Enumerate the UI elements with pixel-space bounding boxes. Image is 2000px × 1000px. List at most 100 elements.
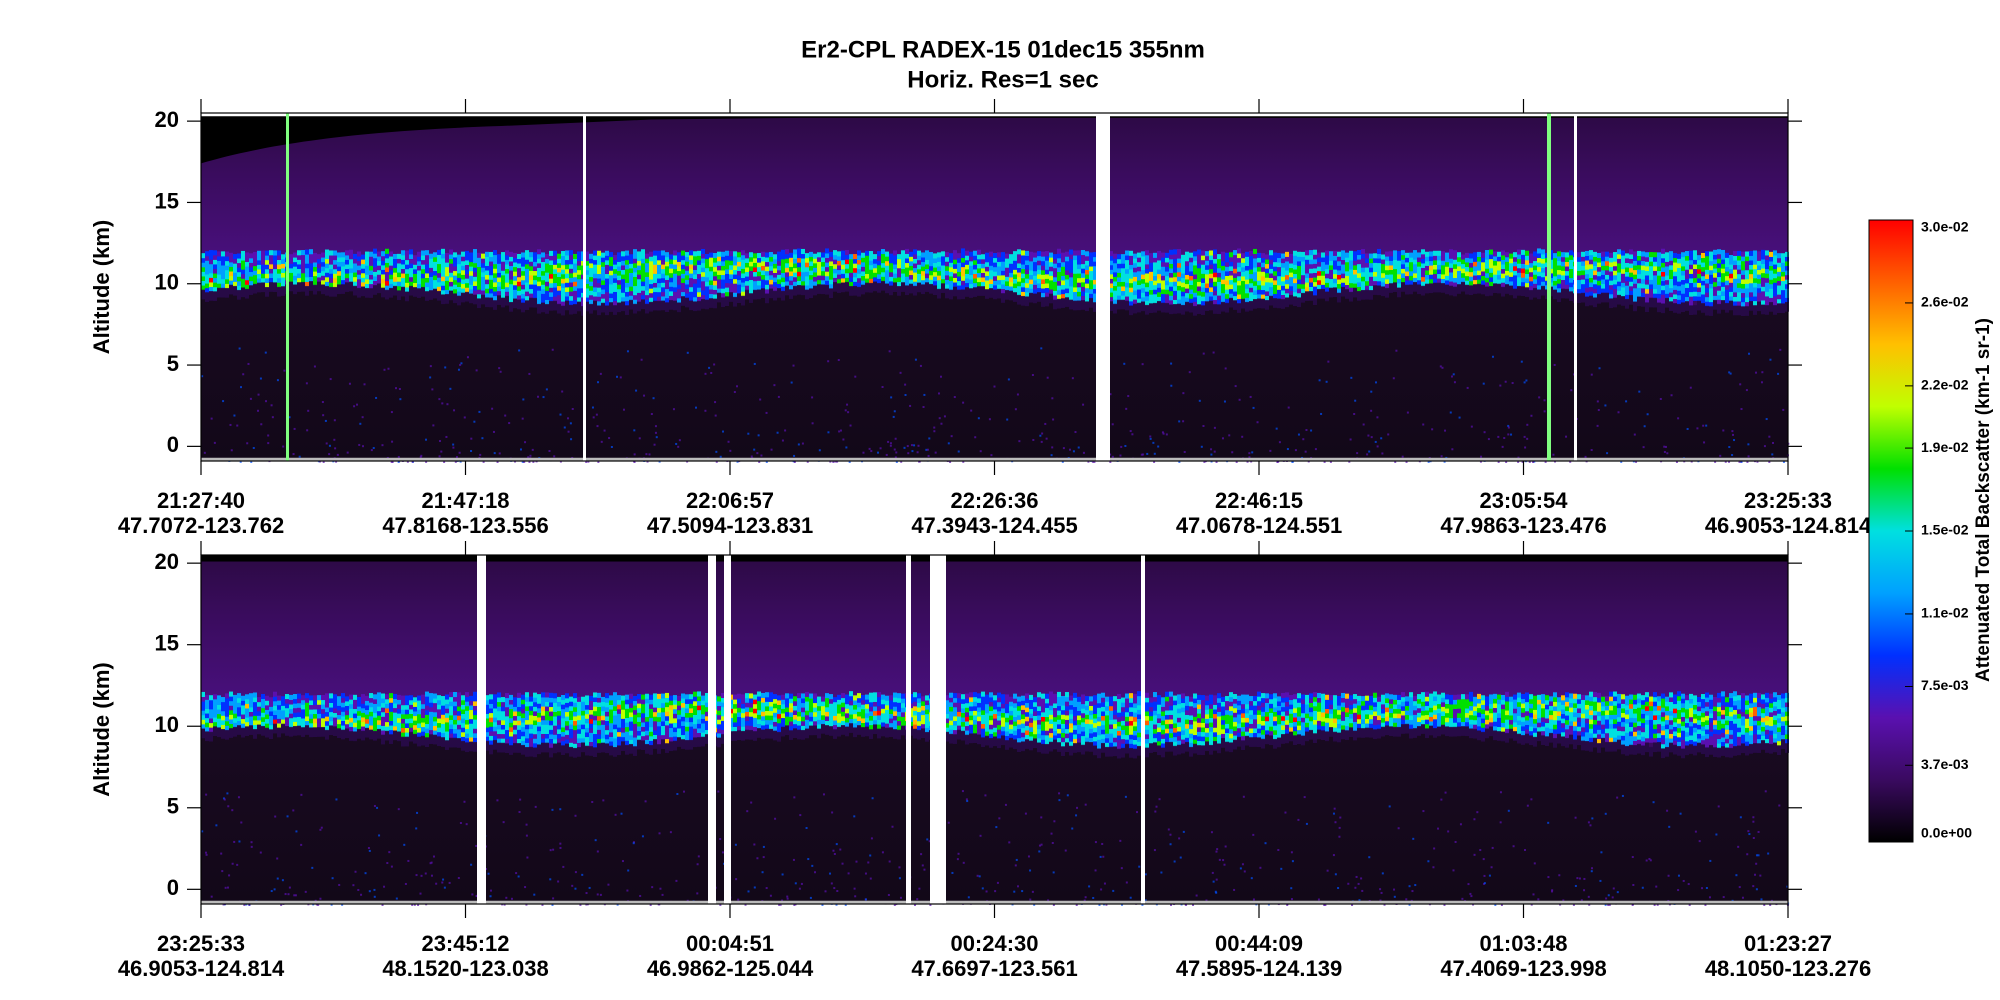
heatmap-cell bbox=[865, 255, 869, 261]
heatmap-cell bbox=[714, 401, 717, 404]
heatmap-cell bbox=[497, 290, 501, 296]
heatmap-cell bbox=[217, 727, 221, 738]
heatmap-cell bbox=[1761, 254, 1765, 260]
heatmap-cell bbox=[1697, 264, 1701, 270]
heatmap-cell bbox=[1361, 253, 1365, 259]
heatmap-cell bbox=[1713, 299, 1717, 310]
heatmap-cell bbox=[569, 259, 573, 265]
heatmap-cell bbox=[565, 250, 569, 256]
heatmap-cell bbox=[649, 274, 653, 280]
heatmap-cell bbox=[593, 250, 597, 256]
heatmap-cell bbox=[865, 259, 869, 265]
heatmap-cell bbox=[1261, 275, 1265, 281]
heatmap-cell bbox=[417, 279, 421, 285]
heatmap-cell bbox=[609, 279, 613, 285]
heatmap-cell bbox=[1441, 251, 1445, 257]
heatmap-cell bbox=[609, 288, 613, 294]
heatmap-cell bbox=[601, 293, 605, 299]
heatmap-cell bbox=[1305, 259, 1309, 265]
heatmap-cell bbox=[1431, 428, 1434, 431]
heatmap-cell bbox=[653, 255, 657, 261]
heatmap-cell bbox=[1557, 269, 1561, 275]
heatmap-cell bbox=[868, 447, 871, 450]
heatmap-cell bbox=[1517, 254, 1521, 260]
heatmap-cell bbox=[1385, 251, 1389, 257]
heatmap-cell bbox=[497, 281, 501, 287]
heatmap-cell bbox=[233, 281, 237, 287]
heatmap-cell bbox=[1221, 251, 1225, 257]
heatmap-cell bbox=[1181, 300, 1185, 306]
heatmap-cell bbox=[969, 256, 973, 262]
heatmap-cell bbox=[1025, 282, 1029, 288]
heatmap-cell bbox=[933, 271, 937, 277]
heatmap-cell bbox=[569, 263, 573, 269]
heatmap-cell bbox=[829, 460, 832, 463]
heatmap-cell bbox=[653, 287, 657, 293]
heatmap-cell bbox=[1629, 276, 1633, 282]
heatmap-cell bbox=[1777, 257, 1781, 263]
heatmap-cell bbox=[1009, 290, 1013, 301]
heatmap-cell bbox=[849, 276, 853, 282]
heatmap-cell bbox=[261, 725, 265, 736]
heatmap-cell bbox=[1317, 275, 1321, 281]
heatmap-cell bbox=[1205, 287, 1209, 293]
heatmap-cell bbox=[305, 276, 309, 282]
heatmap-cell bbox=[1617, 290, 1621, 296]
heatmap-cell bbox=[362, 445, 365, 448]
heatmap-cell bbox=[965, 250, 969, 256]
heatmap-cell bbox=[977, 263, 981, 269]
heatmap-cell bbox=[509, 288, 513, 294]
heatmap-cell bbox=[221, 269, 225, 275]
heatmap-cell bbox=[1069, 263, 1073, 269]
heatmap-cell bbox=[1697, 268, 1701, 274]
heatmap-cell bbox=[1433, 255, 1437, 261]
heatmap-cell bbox=[281, 709, 285, 716]
heatmap-cell bbox=[921, 266, 925, 272]
heatmap-cell bbox=[273, 250, 277, 256]
heatmap-cell bbox=[473, 267, 477, 273]
heatmap-cell bbox=[1505, 284, 1509, 294]
heatmap-cell bbox=[1033, 257, 1037, 263]
heatmap-cell bbox=[213, 291, 217, 302]
heatmap-cell bbox=[533, 275, 537, 281]
heatmap-cell bbox=[1497, 460, 1500, 463]
heatmap-cell bbox=[1497, 265, 1501, 271]
heatmap-cell bbox=[1677, 285, 1681, 291]
heatmap-cell bbox=[301, 259, 305, 265]
heatmap-cell bbox=[373, 253, 377, 259]
heatmap-cell bbox=[633, 290, 637, 296]
heatmap-cell bbox=[1145, 295, 1149, 301]
heatmap-cell bbox=[1241, 271, 1245, 277]
heatmap-cell bbox=[1153, 252, 1157, 258]
heatmap-cell bbox=[265, 714, 269, 720]
heatmap-cell bbox=[1609, 275, 1613, 281]
heatmap-cell bbox=[1389, 278, 1393, 284]
heatmap-cell bbox=[705, 285, 709, 291]
heatmap-cell bbox=[753, 253, 757, 259]
heatmap-cell bbox=[213, 277, 217, 283]
heatmap-cell bbox=[1581, 260, 1585, 266]
heatmap-cell bbox=[1149, 294, 1153, 300]
heatmap-cell bbox=[1141, 251, 1145, 257]
heatmap-cell bbox=[1213, 304, 1217, 314]
heatmap-cell bbox=[1493, 278, 1497, 284]
heatmap-cell bbox=[1065, 283, 1069, 289]
heatmap-cell bbox=[1121, 281, 1125, 287]
heatmap-cell bbox=[265, 250, 269, 256]
heatmap-cell bbox=[885, 256, 889, 262]
heatmap-cell bbox=[301, 263, 305, 269]
heatmap-cell bbox=[1493, 251, 1497, 257]
heatmap-cell bbox=[1605, 292, 1609, 303]
heatmap-cell bbox=[209, 259, 213, 265]
heatmap-cell bbox=[1757, 283, 1761, 289]
heatmap-cell bbox=[1557, 292, 1561, 303]
heatmap-cell bbox=[425, 254, 429, 260]
heatmap-cell bbox=[513, 293, 517, 299]
heatmap-cell bbox=[1113, 271, 1117, 277]
heatmap-cell bbox=[1417, 266, 1421, 272]
heatmap-cell bbox=[1081, 295, 1085, 301]
heatmap-cell bbox=[745, 257, 749, 263]
heatmap-cell bbox=[929, 252, 933, 258]
heatmap-cell bbox=[1221, 297, 1225, 303]
heatmap-cell bbox=[773, 272, 777, 278]
